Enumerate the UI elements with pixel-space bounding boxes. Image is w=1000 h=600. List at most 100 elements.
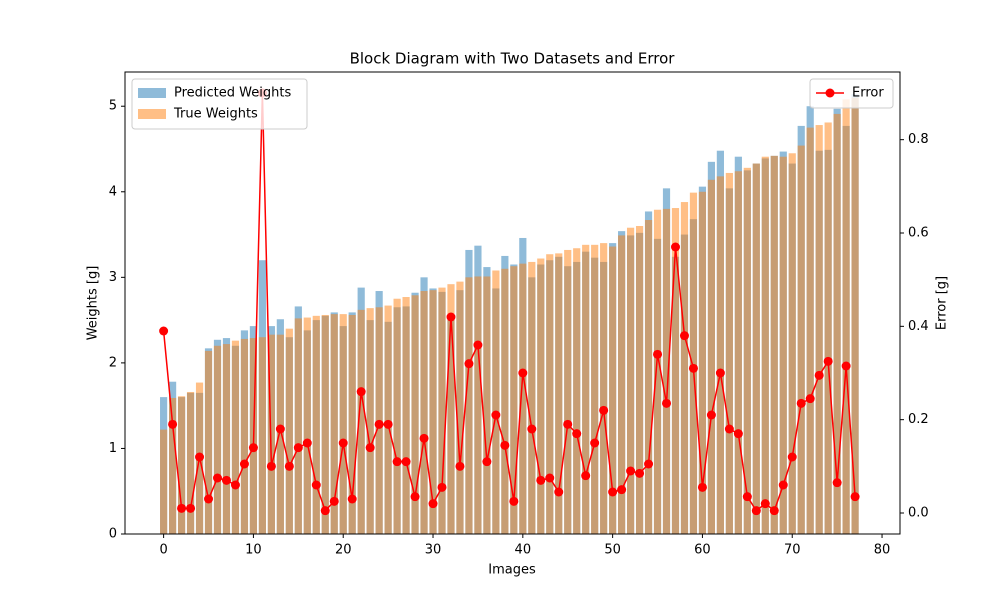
error-marker xyxy=(662,398,672,408)
bar xyxy=(492,270,500,534)
error-marker xyxy=(733,429,743,439)
error-marker xyxy=(464,359,474,369)
y-tick-label: 3 xyxy=(109,270,117,285)
error-marker xyxy=(177,503,187,513)
bar xyxy=(806,127,814,534)
error-marker xyxy=(572,429,582,439)
bar xyxy=(258,337,266,534)
error-marker xyxy=(329,496,339,506)
chart-title: Block Diagram with Two Datasets and Erro… xyxy=(350,50,676,68)
error-marker xyxy=(221,475,231,485)
bar xyxy=(384,305,392,534)
bar xyxy=(447,284,455,534)
y-tick-label: 1 xyxy=(109,441,117,456)
bar xyxy=(177,396,186,534)
bar xyxy=(815,125,823,535)
legend-swatch xyxy=(138,109,166,119)
x-tick-label: 80 xyxy=(874,543,891,558)
bar xyxy=(824,122,832,534)
bar xyxy=(779,156,787,534)
bar xyxy=(312,315,320,534)
bar xyxy=(743,167,751,535)
error-line xyxy=(162,92,856,513)
error-marker xyxy=(563,419,573,429)
bar xyxy=(626,227,635,534)
bar xyxy=(564,249,572,534)
error-marker xyxy=(787,452,797,462)
error-marker xyxy=(626,466,636,476)
error-marker xyxy=(455,461,465,471)
bar xyxy=(339,314,347,534)
bar xyxy=(366,308,374,534)
bar xyxy=(231,340,240,534)
error-marker xyxy=(347,494,357,504)
bar xyxy=(438,287,446,534)
error-marker xyxy=(536,475,546,485)
bar xyxy=(519,263,527,534)
bar xyxy=(662,208,671,534)
error-marker xyxy=(751,506,761,516)
x-tick-label: 70 xyxy=(784,543,801,558)
error-marker xyxy=(311,480,321,490)
error-marker xyxy=(599,405,609,415)
error-marker xyxy=(284,461,294,471)
bar xyxy=(204,350,213,534)
error-marker xyxy=(275,424,285,434)
legend-label: True Weights xyxy=(173,107,258,122)
y2-tick-label: 0.0 xyxy=(908,506,929,521)
x-tick-label: 60 xyxy=(694,543,711,558)
bar xyxy=(833,113,841,534)
error-marker xyxy=(509,496,519,506)
bar xyxy=(537,258,545,534)
bar xyxy=(429,290,437,534)
error-marker xyxy=(428,499,438,509)
error-marker xyxy=(796,398,806,408)
bar xyxy=(393,298,401,534)
error-marker xyxy=(527,424,537,434)
bar xyxy=(222,344,231,534)
y2-tick-label: 0.6 xyxy=(908,226,929,241)
bar xyxy=(528,261,536,534)
error-marker xyxy=(742,492,752,502)
error-marker xyxy=(338,438,348,448)
bar xyxy=(276,334,284,534)
error-marker xyxy=(554,487,564,497)
bar xyxy=(474,276,482,534)
bar xyxy=(600,243,608,534)
error-marker xyxy=(679,331,689,341)
bar xyxy=(734,171,742,534)
error-marker xyxy=(383,419,393,429)
bar xyxy=(186,391,195,534)
bar xyxy=(635,226,644,534)
bar xyxy=(671,208,680,535)
error-marker xyxy=(760,499,770,509)
y-tick-label: 0 xyxy=(109,527,117,542)
error-marker xyxy=(644,459,654,469)
bar xyxy=(797,145,805,535)
error-marker xyxy=(159,326,169,336)
error-marker xyxy=(670,242,680,252)
error-marker xyxy=(401,457,411,467)
bar xyxy=(294,318,302,534)
bar xyxy=(725,172,733,534)
error-marker xyxy=(195,452,205,462)
bar xyxy=(420,291,428,534)
error-marker xyxy=(392,457,402,467)
legend-swatch xyxy=(138,88,166,98)
bar xyxy=(501,268,509,534)
bar xyxy=(330,314,338,534)
bar xyxy=(321,314,329,534)
error-marker xyxy=(293,443,303,453)
bar xyxy=(842,99,850,534)
y2-tick-label: 0.2 xyxy=(908,412,929,427)
error-marker xyxy=(635,468,645,478)
error-marker xyxy=(617,485,627,495)
error-marker xyxy=(715,368,725,378)
error-marker xyxy=(805,394,815,404)
error-marker xyxy=(446,312,456,322)
legend-box xyxy=(809,78,894,109)
x-axis-label: Images xyxy=(488,563,536,578)
error-marker xyxy=(248,443,258,453)
error-marker xyxy=(266,461,276,471)
error-marker xyxy=(823,356,833,366)
